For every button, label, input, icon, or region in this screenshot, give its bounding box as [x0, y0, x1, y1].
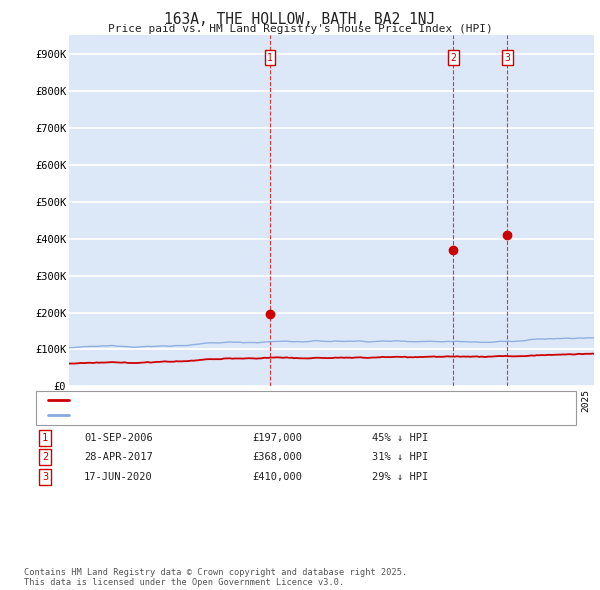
Text: £197,000: £197,000 — [252, 433, 302, 442]
Text: 1: 1 — [267, 53, 273, 63]
Text: 28-APR-2017: 28-APR-2017 — [84, 453, 153, 462]
Text: 2: 2 — [42, 453, 48, 462]
Text: 3: 3 — [42, 472, 48, 481]
Text: Contains HM Land Registry data © Crown copyright and database right 2025.
This d: Contains HM Land Registry data © Crown c… — [24, 568, 407, 587]
Text: 01-SEP-2006: 01-SEP-2006 — [84, 433, 153, 442]
Text: 31% ↓ HPI: 31% ↓ HPI — [372, 453, 428, 462]
Text: 29% ↓ HPI: 29% ↓ HPI — [372, 472, 428, 481]
Text: 45% ↓ HPI: 45% ↓ HPI — [372, 433, 428, 442]
Text: Price paid vs. HM Land Registry's House Price Index (HPI): Price paid vs. HM Land Registry's House … — [107, 24, 493, 34]
Text: 163A, THE HOLLOW, BATH, BA2 1NJ: 163A, THE HOLLOW, BATH, BA2 1NJ — [164, 12, 436, 27]
Text: 163A, THE HOLLOW, BATH, BA2 1NJ (detached house): 163A, THE HOLLOW, BATH, BA2 1NJ (detache… — [75, 395, 357, 405]
Text: 1: 1 — [42, 433, 48, 442]
Text: £410,000: £410,000 — [252, 472, 302, 481]
Text: £368,000: £368,000 — [252, 453, 302, 462]
Text: HPI: Average price, detached house, Bath and North East Somerset: HPI: Average price, detached house, Bath… — [75, 410, 451, 420]
Text: 17-JUN-2020: 17-JUN-2020 — [84, 472, 153, 481]
Text: 2: 2 — [451, 53, 457, 63]
Text: 3: 3 — [505, 53, 510, 63]
